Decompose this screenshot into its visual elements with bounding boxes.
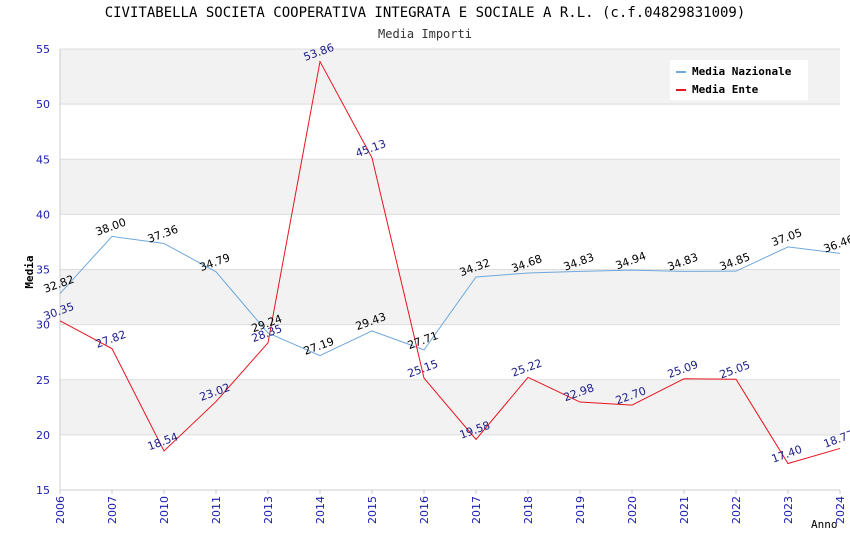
y-tick-label: 20 xyxy=(36,429,50,442)
series-line-media-nazionale xyxy=(59,235,841,357)
legend: Media Nazionale Media Ente xyxy=(670,60,808,100)
legend-swatch-ente xyxy=(676,89,686,91)
y-tick-label: 25 xyxy=(36,374,50,387)
x-tick-label: 2020 xyxy=(626,496,639,524)
x-tick-label: 2024 xyxy=(834,496,847,524)
x-tick-label: 2011 xyxy=(210,496,223,524)
axes xyxy=(59,49,840,491)
x-tick-label: 2017 xyxy=(470,496,483,524)
legend-swatch-nazionale xyxy=(676,71,686,73)
x-axis-label: Anno xyxy=(811,518,838,531)
legend-label-nazionale: Media Nazionale xyxy=(692,65,792,78)
y-tick-label: 45 xyxy=(36,153,50,166)
band-45-50 xyxy=(60,104,840,160)
x-tick-label: 2023 xyxy=(782,496,795,524)
x-tick-label: 2015 xyxy=(366,496,379,524)
x-tick-label: 2006 xyxy=(54,496,67,524)
band-30-35 xyxy=(60,269,840,325)
y-tick-label: 55 xyxy=(36,43,50,56)
x-tick-label: 2016 xyxy=(418,496,431,524)
x-tick-label: 2019 xyxy=(574,496,587,524)
y-tick-label: 15 xyxy=(36,484,50,497)
band-25-30 xyxy=(60,324,840,380)
chart-title: CIVITABELLA SOCIETA COOPERATIVA INTEGRAT… xyxy=(104,5,746,21)
y-axis-label: Media xyxy=(23,255,36,288)
x-tick-label: 2014 xyxy=(314,496,327,524)
series-line-media-ente xyxy=(59,60,841,465)
series-lines xyxy=(59,60,841,465)
band-40-45 xyxy=(60,159,840,215)
x-tick-labels: 2006 2007 2010 2011 2013 2014 2015 2016 2017 2018… xyxy=(54,490,847,524)
x-tick-label: 2021 xyxy=(678,496,691,524)
background-bands xyxy=(60,49,840,490)
legend-label-ente: Media Ente xyxy=(692,83,759,96)
x-tick-label: 2022 xyxy=(730,496,743,524)
y-tick-label: 50 xyxy=(36,98,50,111)
y-tick-labels: 15 20 25 30 35 40 45 50 55 xyxy=(36,43,50,497)
y-tick-label: 40 xyxy=(36,208,50,221)
band-15-20 xyxy=(60,434,840,490)
grid-lines xyxy=(60,48,840,491)
y-tick-label: 30 xyxy=(36,319,50,332)
x-tick-label: 2018 xyxy=(522,496,535,524)
band-35-40 xyxy=(60,214,840,270)
x-tick-label: 2007 xyxy=(106,496,119,524)
y-tick-label: 35 xyxy=(36,264,50,277)
band-20-25 xyxy=(60,379,840,435)
x-tick-label: 2010 xyxy=(158,496,171,524)
x-tick-label: 2013 xyxy=(262,496,275,524)
legend-item-ente: Media Ente xyxy=(676,83,758,96)
chart-subtitle: Media Importi xyxy=(378,27,472,41)
legend-item-nazionale: Media Nazionale xyxy=(676,65,791,78)
